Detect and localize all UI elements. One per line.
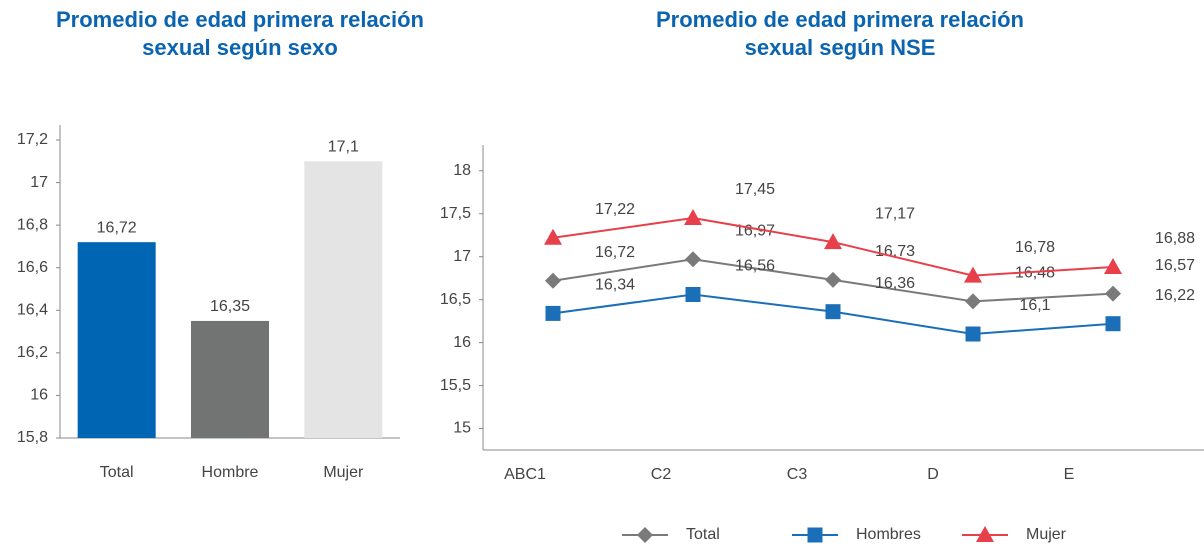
marker [1105,285,1121,302]
data-label: 16,36 [875,275,915,292]
x-tick-label: ABC1 [504,466,546,483]
data-label: 17,1 [328,139,359,156]
bar [191,320,269,438]
data-label: 16,88 [1155,230,1195,247]
data-label: 16,48 [1015,265,1055,282]
y-tick-label: 16,4 [17,302,48,319]
y-tick-label: 16,5 [440,291,471,308]
data-label: 17,45 [735,181,775,198]
data-label: 16,57 [1155,257,1195,274]
y-tick-label: 15,8 [17,429,48,446]
data-label: 16,72 [595,244,635,261]
data-label: 16,73 [875,243,915,260]
y-tick-label: 17,5 [440,205,471,222]
legend-label: Hombres [856,526,921,543]
y-tick-label: 16,6 [17,259,48,276]
bar [304,161,383,439]
marker [1105,316,1121,332]
chart-title: Promedio de edad primera relación sexual… [655,7,1024,60]
data-label: 17,22 [595,201,635,218]
x-tick-label: E [1064,466,1075,483]
marker [964,266,982,283]
data-label: 16,72 [97,219,137,236]
x-tick-label: Hombre [202,464,259,481]
marker [545,272,561,289]
chart-title: Promedio de edad primera relación sexual… [55,7,424,60]
x-tick-label: C2 [651,466,672,483]
y-tick-label: 17 [453,248,471,265]
marker [1104,258,1122,274]
marker [976,526,994,542]
marker [825,271,841,288]
marker [965,326,981,342]
marker [685,251,701,268]
x-tick-label: Mujer [323,464,364,481]
x-tick-label: C3 [787,466,808,483]
marker [807,527,823,543]
legend-label: Total [686,526,720,543]
y-tick-label: 17 [30,174,48,191]
y-tick-label: 16,8 [17,216,48,233]
y-tick-label: 17,2 [17,131,48,148]
y-tick-label: 16 [453,334,471,351]
data-label: 16,1 [1019,297,1050,314]
y-tick-label: 15 [453,420,471,437]
legend-label: Mujer [1026,526,1067,543]
data-label: 17,17 [875,205,915,222]
data-label: 16,56 [735,258,775,275]
y-tick-label: 16,2 [17,344,48,361]
data-label: 16,34 [595,277,635,294]
marker [825,304,841,320]
data-label: 16,35 [210,298,250,315]
x-tick-label: Total [100,464,134,481]
marker [685,286,701,302]
x-tick-label: D [927,466,939,483]
marker [684,209,702,226]
y-tick-label: 15,5 [440,377,471,394]
bar [77,242,156,438]
data-label: 16,22 [1155,287,1195,304]
marker [637,527,653,543]
data-label: 16,78 [1015,239,1055,256]
marker [965,293,981,310]
marker [545,305,561,321]
y-tick-label: 16 [30,387,48,404]
marker [544,228,562,245]
y-tick-label: 18 [453,162,471,179]
marker [824,233,842,250]
